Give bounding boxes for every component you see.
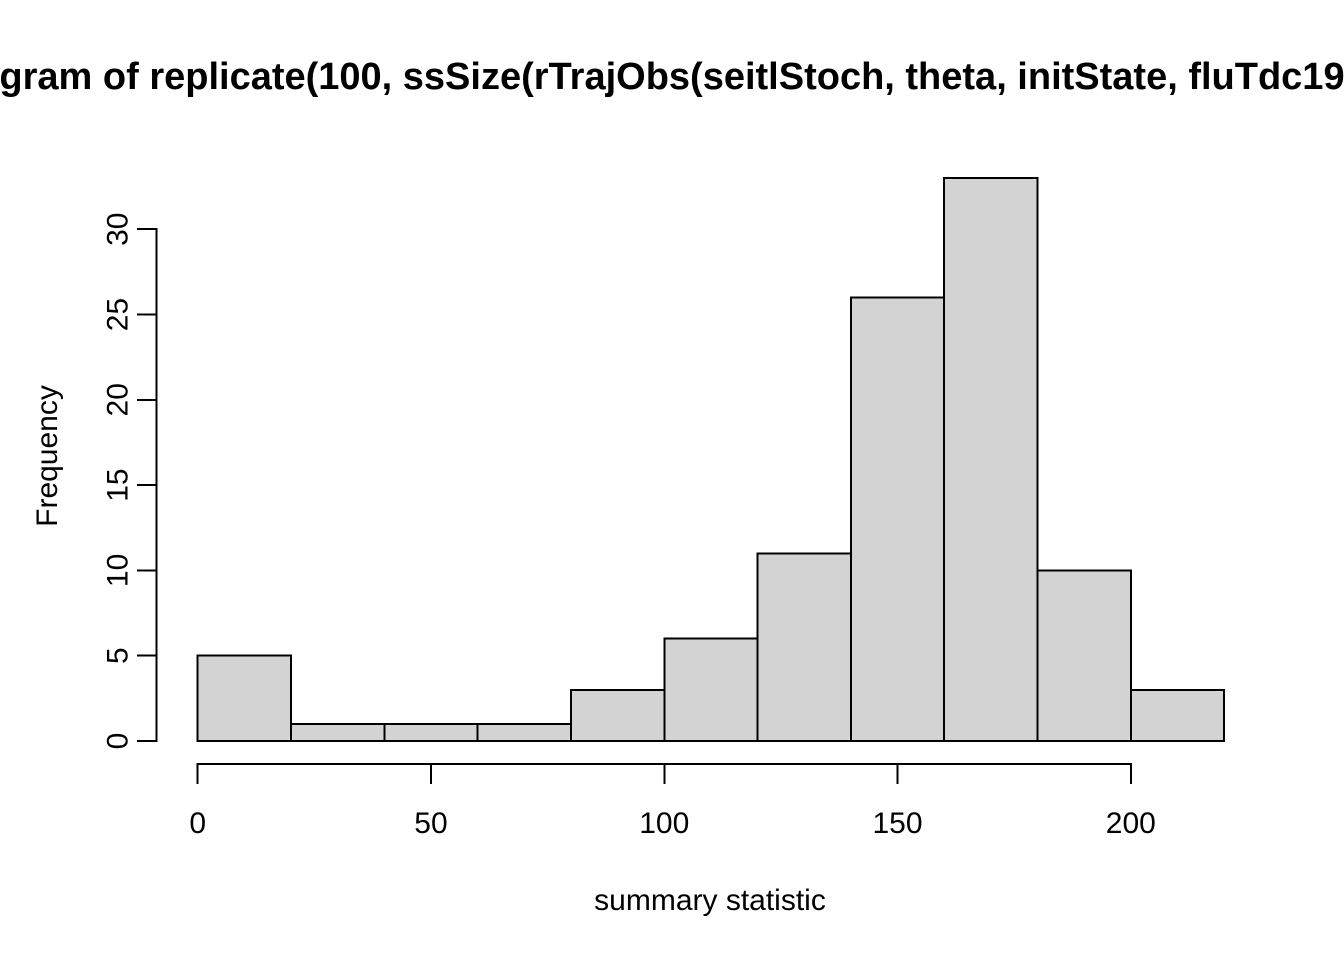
histogram-bar	[290, 722, 386, 743]
y-axis-tick-label: 30	[102, 213, 135, 246]
y-axis-tick-label: 0	[102, 733, 135, 750]
x-axis-title: summary statistic	[594, 884, 826, 917]
histogram-bar	[663, 637, 759, 743]
y-axis-tick-label: 5	[102, 647, 135, 664]
x-axis-tick-label: 100	[639, 807, 689, 840]
chart-title: gram of replicate(100, ssSize(rTrajObs(s…	[0, 56, 1344, 98]
histogram-bar	[196, 654, 293, 743]
y-axis-tick-label: 25	[102, 298, 135, 331]
histogram-bar	[1036, 569, 1132, 743]
x-axis-tick-label: 150	[872, 807, 922, 840]
histogram-bar	[849, 296, 946, 742]
histogram-bar	[1129, 688, 1226, 743]
y-axis-tick-label: 10	[102, 554, 135, 587]
histogram-bar	[756, 552, 852, 743]
x-axis-tick-label: 200	[1106, 807, 1156, 840]
x-axis-tick-label: 50	[414, 807, 447, 840]
y-axis-tick-label: 15	[102, 468, 135, 501]
y-axis-tick-label: 20	[102, 383, 135, 416]
histogram-bar	[476, 722, 572, 743]
histogram-bar	[943, 177, 1039, 742]
histogram-bar	[569, 688, 666, 743]
histogram-bar	[383, 722, 479, 743]
x-axis-tick-label: 0	[189, 807, 206, 840]
